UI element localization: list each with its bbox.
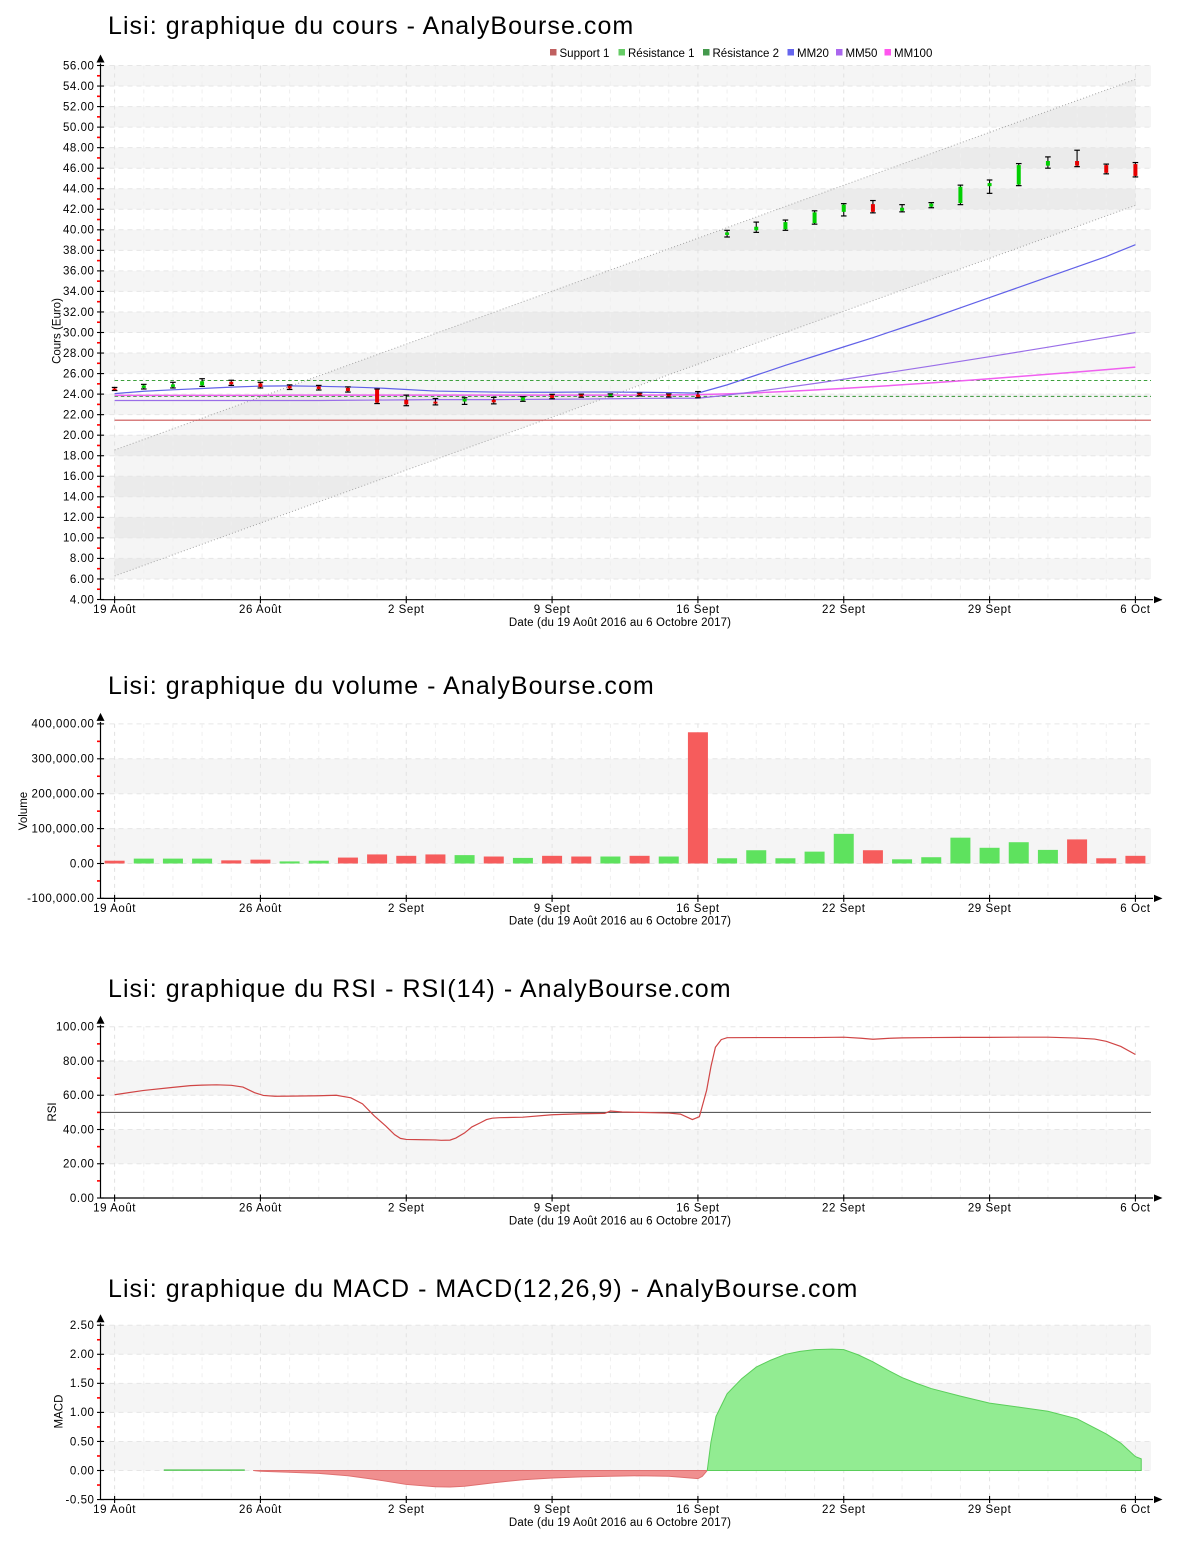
svg-text:26.00: 26.00 xyxy=(63,368,95,380)
svg-text:34.00: 34.00 xyxy=(63,286,95,298)
svg-text:22 Sept: 22 Sept xyxy=(822,604,866,616)
svg-text:Date (du 19 Août 2016 au 6 Oct: Date (du 19 Août 2016 au 6 Octobre 2017) xyxy=(509,1517,731,1529)
svg-text:6 Oct: 6 Oct xyxy=(1120,604,1150,616)
svg-text:9 Sept: 9 Sept xyxy=(534,604,571,616)
svg-text:54.00: 54.00 xyxy=(63,81,95,93)
svg-text:MM50: MM50 xyxy=(846,48,878,60)
svg-text:60.00: 60.00 xyxy=(63,1090,95,1102)
svg-text:1.00: 1.00 xyxy=(70,1407,95,1419)
svg-text:26 Août: 26 Août xyxy=(239,903,282,915)
svg-text:100,000.00: 100,000.00 xyxy=(31,823,94,835)
svg-text:80.00: 80.00 xyxy=(63,1056,95,1068)
svg-text:Cours (Euro): Cours (Euro) xyxy=(52,298,64,364)
svg-text:56.00: 56.00 xyxy=(63,60,95,72)
svg-text:19 Août: 19 Août xyxy=(93,903,136,915)
svg-text:18.00: 18.00 xyxy=(63,451,95,463)
svg-text:RSI: RSI xyxy=(47,1102,59,1121)
svg-text:Date (du 19 Août 2016 au 6 Oct: Date (du 19 Août 2016 au 6 Octobre 2017) xyxy=(509,1216,731,1228)
svg-text:28.00: 28.00 xyxy=(63,348,95,360)
svg-text:6 Oct: 6 Oct xyxy=(1120,1504,1150,1516)
svg-text:16 Sept: 16 Sept xyxy=(676,604,720,616)
svg-text:40.00: 40.00 xyxy=(63,1124,95,1136)
svg-text:0.00: 0.00 xyxy=(70,1465,95,1477)
svg-text:2.00: 2.00 xyxy=(70,1349,95,1361)
svg-text:20.00: 20.00 xyxy=(63,430,95,442)
svg-text:Date (du 19 Août 2016 au 6 Oct: Date (du 19 Août 2016 au 6 Octobre 2017) xyxy=(509,617,731,629)
svg-text:22.00: 22.00 xyxy=(63,409,95,421)
svg-text:Support 1: Support 1 xyxy=(560,48,610,60)
svg-text:MACD: MACD xyxy=(54,1395,66,1429)
svg-text:26 Août: 26 Août xyxy=(239,604,282,616)
svg-text:Lisi: graphique du cours - Ana: Lisi: graphique du cours - AnalyBourse.c… xyxy=(108,12,634,40)
svg-text:48.00: 48.00 xyxy=(63,142,95,154)
svg-text:16 Sept: 16 Sept xyxy=(676,1203,720,1215)
svg-text:Lisi: graphique du MACD - MACD: Lisi: graphique du MACD - MACD(12,26,9) … xyxy=(108,1275,858,1303)
svg-text:26 Août: 26 Août xyxy=(239,1504,282,1516)
svg-text:6.00: 6.00 xyxy=(70,574,95,586)
svg-text:4.00: 4.00 xyxy=(70,594,95,606)
svg-text:44.00: 44.00 xyxy=(63,184,95,196)
svg-text:29 Sept: 29 Sept xyxy=(968,903,1012,915)
svg-text:52.00: 52.00 xyxy=(63,101,95,113)
svg-text:16.00: 16.00 xyxy=(63,471,95,483)
svg-text:10.00: 10.00 xyxy=(63,533,95,545)
svg-text:16 Sept: 16 Sept xyxy=(676,903,720,915)
svg-text:6 Oct: 6 Oct xyxy=(1120,1203,1150,1215)
svg-text:-100,000.00: -100,000.00 xyxy=(27,893,94,905)
svg-text:30.00: 30.00 xyxy=(63,327,95,339)
svg-text:19 Août: 19 Août xyxy=(93,604,136,616)
svg-text:100.00: 100.00 xyxy=(56,1022,94,1034)
svg-text:22 Sept: 22 Sept xyxy=(822,1504,866,1516)
svg-text:22 Sept: 22 Sept xyxy=(822,1203,866,1215)
svg-text:16 Sept: 16 Sept xyxy=(676,1504,720,1516)
svg-text:22 Sept: 22 Sept xyxy=(822,903,866,915)
svg-text:38.00: 38.00 xyxy=(63,245,95,257)
svg-text:6 Oct: 6 Oct xyxy=(1120,903,1150,915)
svg-text:MM20: MM20 xyxy=(797,48,829,60)
svg-text:-0.50: -0.50 xyxy=(66,1494,95,1506)
svg-text:400,000.00: 400,000.00 xyxy=(31,719,94,731)
svg-text:40.00: 40.00 xyxy=(63,225,95,237)
svg-text:9 Sept: 9 Sept xyxy=(534,1504,571,1516)
svg-text:12.00: 12.00 xyxy=(63,512,95,524)
svg-text:200,000.00: 200,000.00 xyxy=(31,789,94,801)
svg-text:2 Sept: 2 Sept xyxy=(388,1504,425,1516)
svg-text:Lisi: graphique du RSI - RSI(1: Lisi: graphique du RSI - RSI(14) - Analy… xyxy=(108,975,732,1003)
svg-text:MM100: MM100 xyxy=(894,48,932,60)
svg-text:36.00: 36.00 xyxy=(63,266,95,278)
svg-text:0.00: 0.00 xyxy=(70,858,95,870)
svg-text:24.00: 24.00 xyxy=(63,389,95,401)
svg-text:300,000.00: 300,000.00 xyxy=(31,754,94,766)
svg-text:Volume: Volume xyxy=(18,792,30,830)
svg-text:Résistance 2: Résistance 2 xyxy=(713,48,779,60)
svg-text:8.00: 8.00 xyxy=(70,553,95,565)
svg-text:29 Sept: 29 Sept xyxy=(968,1504,1012,1516)
svg-text:2 Sept: 2 Sept xyxy=(388,903,425,915)
svg-text:42.00: 42.00 xyxy=(63,204,95,216)
svg-text:9 Sept: 9 Sept xyxy=(534,1203,571,1215)
svg-text:9 Sept: 9 Sept xyxy=(534,903,571,915)
svg-text:2.50: 2.50 xyxy=(70,1320,95,1332)
svg-text:19 Août: 19 Août xyxy=(93,1504,136,1516)
svg-text:32.00: 32.00 xyxy=(63,307,95,319)
svg-text:Résistance 1: Résistance 1 xyxy=(628,48,694,60)
svg-text:26 Août: 26 Août xyxy=(239,1203,282,1215)
svg-text:1.50: 1.50 xyxy=(70,1378,95,1390)
svg-text:2 Sept: 2 Sept xyxy=(388,1203,425,1215)
svg-text:14.00: 14.00 xyxy=(63,492,95,504)
svg-text:46.00: 46.00 xyxy=(63,163,95,175)
svg-text:0.50: 0.50 xyxy=(70,1436,95,1448)
svg-text:0.00: 0.00 xyxy=(70,1193,95,1205)
svg-text:Lisi: graphique du volume - An: Lisi: graphique du volume - AnalyBourse.… xyxy=(108,672,655,700)
svg-text:29 Sept: 29 Sept xyxy=(968,1203,1012,1215)
svg-text:19 Août: 19 Août xyxy=(93,1203,136,1215)
svg-text:29 Sept: 29 Sept xyxy=(968,604,1012,616)
svg-text:2 Sept: 2 Sept xyxy=(388,604,425,616)
svg-text:50.00: 50.00 xyxy=(63,122,95,134)
svg-text:Date (du 19 Août 2016 au 6 Oct: Date (du 19 Août 2016 au 6 Octobre 2017) xyxy=(509,916,731,928)
svg-text:20.00: 20.00 xyxy=(63,1159,95,1171)
